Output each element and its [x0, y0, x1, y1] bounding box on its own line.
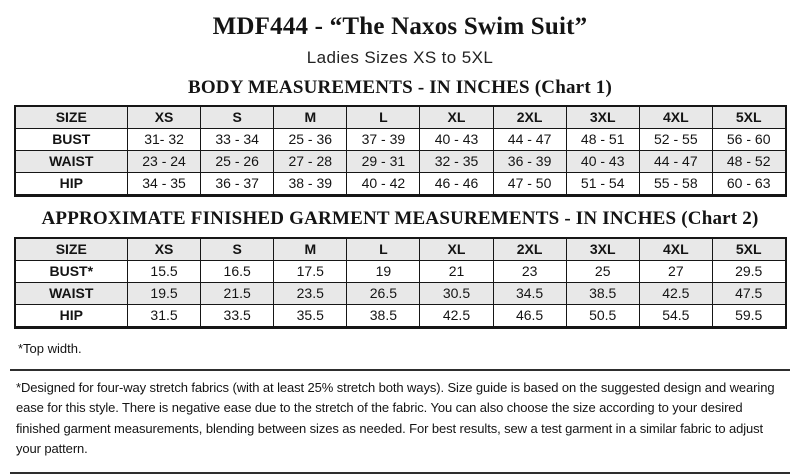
column-header: 3XL: [565, 105, 640, 130]
measurement-cell: 33.5: [200, 304, 275, 329]
garment-measurements-table: SIZE XS S M L XL 2XL 3XL 4XL 5XL BUST* 15.5 16.5 17.5…: [13, 237, 787, 330]
table-row: BUST 31- 32 33 - 34 25 - 36 37 - 39 40 - 43 44…: [14, 128, 787, 152]
row-label: WAIST: [14, 150, 128, 174]
measurement-cell: 25 - 26: [200, 150, 275, 174]
column-header: S: [200, 105, 275, 130]
row-label: HIP: [14, 172, 128, 197]
column-header: 5XL: [711, 237, 787, 262]
measurement-cell: 19.5: [126, 282, 202, 306]
column-header: XS: [126, 105, 202, 130]
measurement-cell: 32 - 35: [419, 150, 494, 174]
measurement-cell: 29 - 31: [346, 150, 421, 174]
size-column-header: SIZE: [14, 237, 128, 262]
measurement-cell: 40 - 43: [419, 128, 494, 152]
row-label: WAIST: [14, 282, 128, 306]
measurement-cell: 44 - 47: [638, 150, 713, 174]
measurement-cell: 59.5: [711, 304, 787, 329]
column-header: XL: [419, 105, 494, 130]
table-row: WAIST 23 - 24 25 - 26 27 - 28 29 - 31 32 - 35…: [14, 150, 787, 174]
measurement-cell: 50.5: [565, 304, 640, 329]
column-header: 3XL: [565, 237, 640, 262]
column-header: 5XL: [711, 105, 787, 130]
measurement-cell: 47.5: [711, 282, 787, 306]
table-row: WAIST 19.5 21.5 23.5 26.5 30.5 34.5 38.5 42.5 47.…: [14, 282, 787, 306]
measurement-cell: 25 - 36: [273, 128, 348, 152]
column-header: 2XL: [492, 105, 567, 130]
size-chart-page: MDF444 - “The Naxos Swim Suit” Ladies Si…: [0, 13, 800, 474]
body-measurements-table: SIZE XS S M L XL 2XL 3XL 4XL 5XL BUST 31- 32 33 - 34…: [13, 105, 787, 198]
row-label: BUST: [14, 128, 128, 152]
measurement-cell: 19: [346, 260, 421, 284]
table-row: HIP 31.5 33.5 35.5 38.5 42.5 46.5 50.5 54.5 59.5: [14, 304, 787, 329]
measurement-cell: 60 - 63: [711, 172, 787, 197]
table-row: HIP 34 - 35 36 - 37 38 - 39 40 - 42 46 - 46 47…: [14, 172, 787, 197]
top-width-note: *Top width.: [18, 341, 82, 357]
row-label: BUST*: [14, 260, 128, 284]
column-header: L: [346, 105, 421, 130]
measurement-cell: 36 - 37: [200, 172, 275, 197]
measurement-cell: 15.5: [126, 260, 202, 284]
measurement-cell: 52 - 55: [638, 128, 713, 152]
measurement-cell: 38.5: [565, 282, 640, 306]
measurement-cell: 23 - 24: [126, 150, 202, 174]
measurement-cell: 31.5: [126, 304, 202, 329]
column-header: XL: [419, 237, 494, 262]
measurement-cell: 48 - 51: [565, 128, 640, 152]
page-subtitle: Ladies Sizes XS to 5XL: [306, 47, 494, 67]
measurement-cell: 44 - 47: [492, 128, 567, 152]
column-header: 4XL: [638, 105, 713, 130]
measurement-cell: 36 - 39: [492, 150, 567, 174]
measurement-cell: 35.5: [273, 304, 348, 329]
column-header: L: [346, 237, 421, 262]
measurement-cell: 16.5: [200, 260, 275, 284]
measurement-cell: 42.5: [419, 304, 494, 329]
column-header: M: [273, 105, 348, 130]
measurement-cell: 25: [565, 260, 640, 284]
table-header-row: SIZE XS S M L XL 2XL 3XL 4XL 5XL: [14, 237, 787, 262]
column-header: 4XL: [638, 237, 713, 262]
page-title: MDF444 - “The Naxos Swim Suit”: [212, 13, 588, 40]
measurement-cell: 38.5: [346, 304, 421, 329]
measurement-cell: 27: [638, 260, 713, 284]
measurement-cell: 21.5: [200, 282, 275, 306]
measurement-cell: 54.5: [638, 304, 713, 329]
measurement-cell: 29.5: [711, 260, 787, 284]
measurement-cell: 27 - 28: [273, 150, 348, 174]
measurement-cell: 40 - 42: [346, 172, 421, 197]
disclaimer-note: *Designed for four-way stretch fabrics (…: [16, 380, 775, 456]
measurement-cell: 42.5: [638, 282, 713, 306]
column-header: XS: [126, 237, 202, 262]
measurement-cell: 34 - 35: [126, 172, 202, 197]
row-label: HIP: [14, 304, 128, 329]
measurement-cell: 34.5: [492, 282, 567, 306]
chart2-heading: APPROXIMATE FINISHED GARMENT MEASUREMENT…: [41, 208, 759, 230]
measurement-cell: 47 - 50: [492, 172, 567, 197]
measurement-cell: 46.5: [492, 304, 567, 329]
measurement-cell: 33 - 34: [200, 128, 275, 152]
measurement-cell: 48 - 52: [711, 150, 787, 174]
column-header: 2XL: [492, 237, 567, 262]
measurement-cell: 55 - 58: [638, 172, 713, 197]
measurement-cell: 23: [492, 260, 567, 284]
measurement-cell: 51 - 54: [565, 172, 640, 197]
column-header: S: [200, 237, 275, 262]
measurement-cell: 56 - 60: [711, 128, 787, 152]
size-column-header: SIZE: [14, 105, 128, 130]
chart1-heading: BODY MEASUREMENTS - IN INCHES (Chart 1): [187, 76, 613, 98]
divider-top: [10, 369, 790, 372]
measurement-cell: 40 - 43: [565, 150, 640, 174]
table-header-row: SIZE XS S M L XL 2XL 3XL 4XL 5XL: [14, 105, 787, 130]
measurement-cell: 23.5: [273, 282, 348, 306]
measurement-cell: 17.5: [273, 260, 348, 284]
measurement-cell: 26.5: [346, 282, 421, 306]
measurement-cell: 38 - 39: [273, 172, 348, 197]
table-row: BUST* 15.5 16.5 17.5 19 21 23 25 27 29.5: [14, 260, 787, 284]
measurement-cell: 46 - 46: [419, 172, 494, 197]
measurement-cell: 21: [419, 260, 494, 284]
measurement-cell: 30.5: [419, 282, 494, 306]
measurement-cell: 37 - 39: [346, 128, 421, 152]
column-header: M: [273, 237, 348, 262]
measurement-cell: 31- 32: [126, 128, 202, 152]
